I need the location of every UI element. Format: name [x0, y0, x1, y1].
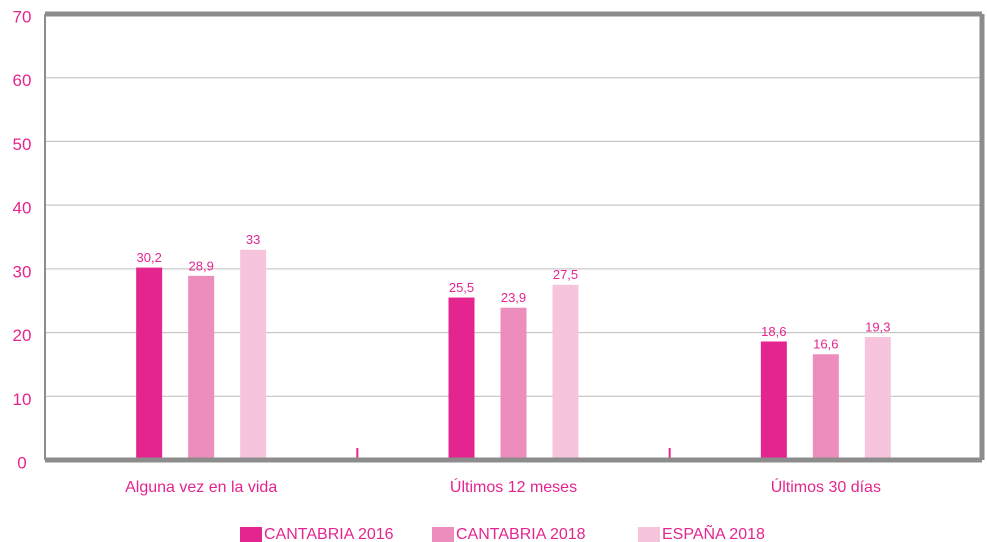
- bar: [448, 297, 475, 460]
- legend-swatch: [240, 527, 262, 542]
- bar: [812, 354, 839, 460]
- bar: [136, 267, 163, 460]
- y-tick-label: 60: [13, 71, 32, 90]
- bar: [864, 337, 891, 460]
- x-tick-label: Alguna vez en la vida: [125, 479, 277, 496]
- data-label: 25,5: [449, 280, 474, 295]
- data-label: 28,9: [189, 258, 214, 273]
- x-tick-label: Últimos 12 meses: [450, 477, 577, 496]
- legend-swatch: [638, 527, 660, 542]
- legend-label: CANTABRIA 2016: [264, 526, 394, 542]
- bar: [500, 307, 527, 460]
- data-label: 16,6: [813, 337, 838, 352]
- y-tick-label: 50: [13, 135, 32, 154]
- legend-swatch: [432, 527, 454, 542]
- data-label: 27,5: [553, 267, 578, 282]
- legend-label: CANTABRIA 2018: [456, 526, 586, 542]
- y-tick-label: 30: [13, 262, 32, 281]
- data-label: 18,6: [761, 324, 786, 339]
- y-tick-label: 40: [13, 199, 32, 218]
- bar: [760, 341, 787, 460]
- data-label: 30,2: [137, 250, 162, 265]
- data-label: 23,9: [501, 290, 526, 305]
- x-tick-label: Últimos 30 días: [771, 477, 881, 496]
- bar: [552, 284, 579, 460]
- bar: [240, 249, 267, 460]
- y-tick-label: 0: [17, 453, 26, 472]
- y-tick-label: 10: [13, 390, 32, 409]
- data-label: 19,3: [865, 319, 890, 334]
- y-tick-label: 20: [13, 326, 32, 345]
- y-tick-label: 70: [13, 7, 32, 26]
- data-label: 33: [246, 232, 260, 247]
- legend-label: ESPAÑA 2018: [662, 523, 765, 542]
- bar: [188, 275, 215, 460]
